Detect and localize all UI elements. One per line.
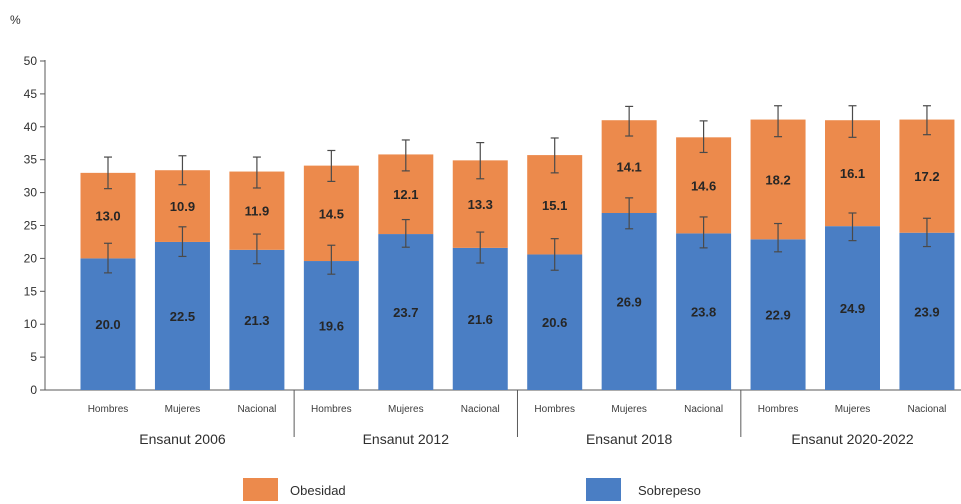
legend: Obesidad Sobrepeso [243,478,701,501]
bar-sobrepeso [452,247,508,390]
obesidad-value-label: 12.1 [393,187,418,202]
legend-swatch [243,478,278,501]
bar-sobrepeso [527,254,583,390]
y-tick-label: 5 [30,350,37,364]
x-category-label: Nacional [684,404,723,415]
sobrepeso-value-label: 21.3 [244,313,269,328]
sobrepeso-value-label: 23.9 [914,304,939,319]
sobrepeso-value-label: 20.0 [95,317,120,332]
sobrepeso-value-label: 24.9 [840,301,865,316]
sobrepeso-value-label: 23.8 [691,305,716,320]
bar-sobrepeso [80,258,136,390]
y-tick-label: 0 [30,383,37,397]
bar-sobrepeso [229,249,285,390]
x-category-label: Hombres [534,404,575,415]
obesidad-value-label: 13.3 [468,197,493,212]
x-category-label: Nacional [237,404,276,415]
bar-sobrepeso [750,239,806,390]
error-bars [104,105,931,275]
legend-swatch [586,478,621,501]
sobrepeso-value-label: 23.7 [393,305,418,320]
x-category-label: Nacional [461,404,500,415]
y-tick-label: 10 [24,317,38,331]
sobrepeso-value-label: 21.6 [468,312,493,327]
bar-sobrepeso [899,232,955,390]
bar-value-labels: 20.0 13.0 22.5 10.9 21.3 11.9 19.6 14.5 23.7 12.1… [95,160,939,334]
y-tick-label: 50 [24,54,38,68]
bar-sobrepeso [154,241,210,390]
x-group-label: Ensanut 2020-2022 [791,431,913,447]
sobrepeso-value-label: 20.6 [542,315,567,330]
y-tick-label: 45 [24,87,38,101]
obesidad-value-label: 11.9 [245,204,270,219]
legend-label: Sobrepeso [638,483,701,498]
sobrepeso-value-label: 22.9 [765,308,790,323]
y-tick-label: 25 [24,219,38,233]
bars [80,119,955,390]
y-axis-unit-label: % [10,13,21,27]
x-category-label: Hombres [758,404,799,415]
y-tick-label: 15 [24,284,38,298]
bar-sobrepeso [378,234,434,390]
obesidad-value-label: 10.9 [170,199,195,214]
obesidad-value-label: 16.1 [840,166,865,181]
obesidad-value-label: 14.6 [691,178,716,193]
obesidad-value-label: 13.0 [95,209,120,224]
bar-obesidad [750,119,806,240]
y-tick-label: 35 [24,153,38,167]
x-category-label: Mujeres [611,404,647,415]
obesidad-value-label: 15.1 [542,198,567,213]
bar-sobrepeso [676,233,732,390]
sobrepeso-value-label: 26.9 [616,294,641,309]
axes: 0 5 10 15 20 25 30 35 40 45 50 Hombres Mujeres Nacion… [24,54,961,447]
legend-label: Obesidad [290,483,346,498]
obesidad-value-label: 14.1 [616,160,641,175]
bar-sobrepeso [825,226,880,390]
x-category-label: Mujeres [388,404,424,415]
sobrepeso-value-label: 19.6 [319,319,344,334]
y-tick-label: 30 [24,186,38,200]
x-group-label: Ensanut 2018 [586,431,673,447]
bar-obesidad [899,119,955,233]
y-tick-label: 20 [24,251,38,265]
x-category-label: Hombres [88,404,129,415]
x-category-label: Mujeres [835,404,871,415]
obesidad-value-label: 14.5 [319,206,344,221]
bar-sobrepeso [601,212,657,390]
obesidad-value-label: 17.2 [914,169,939,184]
x-category-label: Nacional [907,404,946,415]
sobrepeso-value-label: 22.5 [170,309,195,324]
bar-sobrepeso [303,261,359,390]
x-group-label: Ensanut 2006 [139,431,226,447]
x-category-label: Mujeres [165,404,201,415]
x-group-label: Ensanut 2012 [363,431,450,447]
x-category-label: Hombres [311,404,352,415]
obesidad-value-label: 18.2 [765,172,790,187]
y-tick-label: 40 [24,120,38,134]
